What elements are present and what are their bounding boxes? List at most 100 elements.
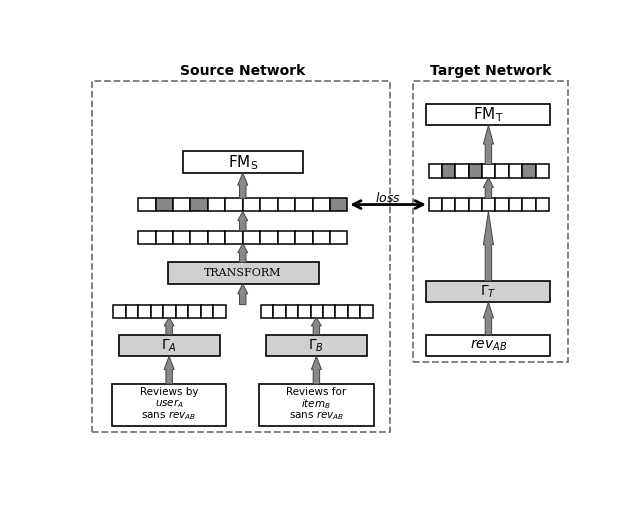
Text: sans $\mathit{rev_{AB}}$: sans $\mathit{rev_{AB}}$ bbox=[141, 409, 196, 422]
Bar bbox=[495, 198, 509, 212]
Bar bbox=[536, 165, 549, 178]
Bar bbox=[348, 305, 360, 318]
Bar bbox=[335, 305, 348, 318]
Bar bbox=[119, 335, 220, 356]
Bar bbox=[360, 305, 373, 318]
Bar bbox=[426, 104, 550, 125]
Polygon shape bbox=[311, 356, 321, 384]
Bar bbox=[298, 305, 310, 318]
Bar bbox=[312, 231, 330, 244]
Text: TRANSFORM: TRANSFORM bbox=[204, 268, 282, 278]
Bar bbox=[482, 165, 495, 178]
Text: Target Network: Target Network bbox=[430, 64, 552, 78]
Polygon shape bbox=[164, 318, 174, 335]
Bar bbox=[213, 305, 226, 318]
Bar bbox=[509, 198, 522, 212]
Bar bbox=[168, 262, 319, 284]
Polygon shape bbox=[237, 284, 248, 305]
Bar bbox=[156, 231, 173, 244]
Bar bbox=[278, 198, 295, 212]
Bar bbox=[163, 305, 176, 318]
Bar bbox=[456, 165, 468, 178]
Bar bbox=[312, 198, 330, 212]
Bar bbox=[201, 305, 213, 318]
Bar bbox=[330, 198, 348, 212]
Bar bbox=[426, 281, 550, 303]
Bar bbox=[273, 305, 285, 318]
Polygon shape bbox=[237, 212, 248, 231]
Bar bbox=[126, 305, 138, 318]
Bar bbox=[509, 165, 522, 178]
Text: Reviews for: Reviews for bbox=[286, 387, 346, 397]
Bar bbox=[208, 198, 225, 212]
Bar bbox=[323, 305, 335, 318]
Text: sans $\mathit{rev_{AB}}$: sans $\mathit{rev_{AB}}$ bbox=[289, 409, 344, 422]
Bar bbox=[429, 198, 442, 212]
Polygon shape bbox=[237, 244, 248, 262]
Bar bbox=[495, 165, 509, 178]
Text: Reviews by: Reviews by bbox=[140, 387, 198, 397]
Text: $\Gamma_A$: $\Gamma_A$ bbox=[161, 337, 177, 354]
Bar bbox=[468, 165, 482, 178]
Bar bbox=[278, 231, 295, 244]
Polygon shape bbox=[483, 125, 493, 165]
Bar bbox=[243, 231, 260, 244]
Bar bbox=[295, 231, 312, 244]
Bar bbox=[522, 198, 536, 212]
Bar bbox=[138, 305, 151, 318]
Bar bbox=[138, 231, 156, 244]
Polygon shape bbox=[311, 318, 321, 335]
Bar bbox=[442, 165, 456, 178]
Bar bbox=[112, 384, 227, 426]
Text: $\Gamma_B$: $\Gamma_B$ bbox=[308, 337, 324, 354]
Text: $\mathit{loss}$: $\mathit{loss}$ bbox=[375, 191, 401, 204]
Text: $\mathit{user_A}$: $\mathit{user_A}$ bbox=[155, 398, 184, 410]
Bar bbox=[176, 305, 188, 318]
Text: $\Gamma_T$: $\Gamma_T$ bbox=[480, 284, 497, 300]
Bar bbox=[468, 198, 482, 212]
Text: $\mathit{item_B}$: $\mathit{item_B}$ bbox=[301, 397, 332, 411]
Bar bbox=[208, 231, 225, 244]
Bar bbox=[151, 305, 163, 318]
Bar bbox=[260, 198, 278, 212]
Bar bbox=[536, 198, 549, 212]
Polygon shape bbox=[237, 173, 248, 198]
Bar bbox=[285, 305, 298, 318]
Bar bbox=[260, 231, 278, 244]
Bar bbox=[92, 81, 390, 432]
Bar bbox=[183, 151, 303, 173]
Bar bbox=[225, 231, 243, 244]
Text: $\mathit{rev_{AB}}$: $\mathit{rev_{AB}}$ bbox=[470, 338, 507, 353]
Polygon shape bbox=[483, 303, 493, 335]
Bar bbox=[113, 305, 373, 318]
Bar bbox=[429, 165, 442, 178]
Polygon shape bbox=[483, 212, 493, 281]
Bar bbox=[259, 384, 374, 426]
Bar bbox=[266, 335, 367, 356]
Bar bbox=[260, 305, 273, 318]
Bar bbox=[188, 305, 201, 318]
Text: $\mathrm{FM_T}$: $\mathrm{FM_T}$ bbox=[473, 105, 504, 124]
Bar bbox=[243, 198, 260, 212]
Bar bbox=[482, 198, 495, 212]
Bar bbox=[522, 165, 536, 178]
Bar bbox=[225, 198, 243, 212]
Bar bbox=[191, 198, 208, 212]
Bar bbox=[173, 198, 191, 212]
Bar bbox=[442, 198, 456, 212]
Bar bbox=[295, 198, 312, 212]
Bar bbox=[138, 198, 156, 212]
Polygon shape bbox=[164, 356, 174, 384]
Text: $\mathrm{FM_S}$: $\mathrm{FM_S}$ bbox=[228, 153, 258, 172]
Bar bbox=[413, 81, 568, 362]
Bar bbox=[156, 198, 173, 212]
Bar bbox=[426, 335, 550, 356]
Bar bbox=[310, 305, 323, 318]
Bar bbox=[191, 231, 208, 244]
Bar bbox=[113, 305, 126, 318]
Bar bbox=[173, 231, 191, 244]
Polygon shape bbox=[483, 178, 493, 198]
Text: Source Network: Source Network bbox=[180, 64, 305, 78]
Bar bbox=[330, 231, 348, 244]
Bar bbox=[456, 198, 468, 212]
